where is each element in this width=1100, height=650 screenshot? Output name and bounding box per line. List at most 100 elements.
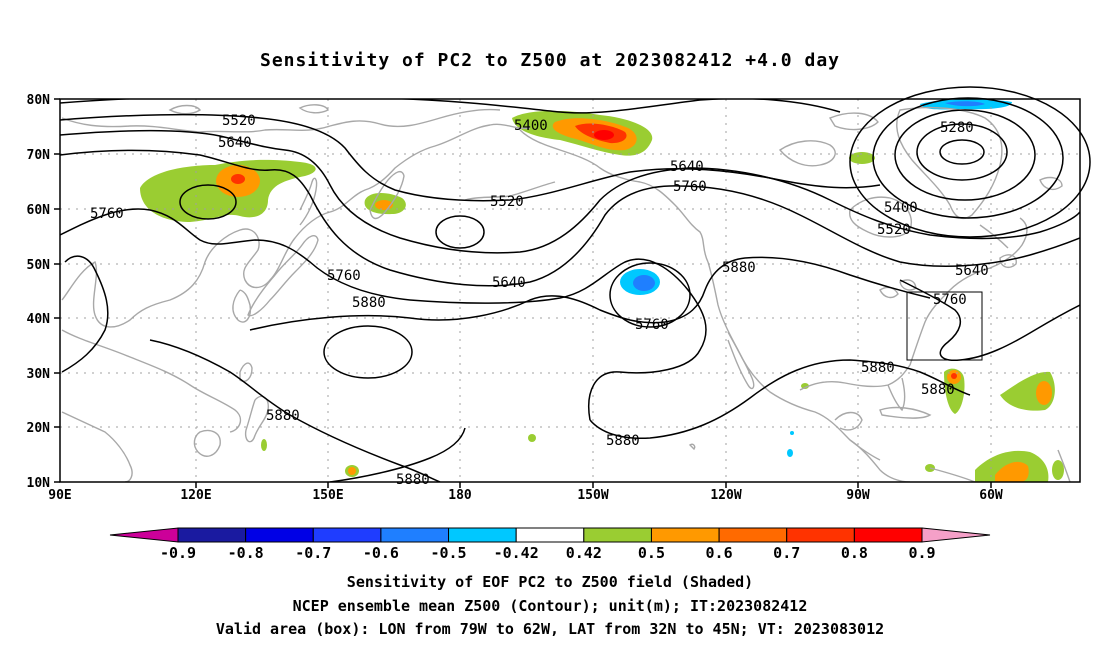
contour-label: 5880 bbox=[722, 260, 756, 276]
closed-contours bbox=[179, 86, 1091, 379]
coast-hawaii bbox=[688, 443, 696, 451]
shade-greenland-green bbox=[849, 152, 875, 164]
coast-asia-east bbox=[61, 123, 531, 328]
lat-label: 70N bbox=[27, 148, 51, 163]
coast-florida bbox=[887, 377, 906, 412]
shade-east-asia-red bbox=[231, 174, 245, 184]
colorbar-swatch bbox=[583, 527, 652, 543]
map-frame bbox=[59, 98, 1081, 483]
coast-philippines bbox=[244, 395, 270, 443]
coast-west-africa bbox=[1057, 449, 1071, 482]
contour-5880-west bbox=[60, 208, 707, 421]
colorbar-swatch bbox=[312, 527, 382, 543]
colorbar-low-extension bbox=[109, 527, 179, 543]
contour-label: 5400 bbox=[514, 118, 548, 134]
coast-yucatan bbox=[834, 411, 863, 431]
lon-label: 120E bbox=[180, 488, 211, 503]
lon-label: 90E bbox=[48, 488, 71, 503]
contour-label: 5640 bbox=[492, 275, 526, 291]
coast-korea bbox=[232, 289, 252, 323]
coast-kamchatka bbox=[369, 170, 405, 220]
colorbar-tick-label: 0.9 bbox=[908, 544, 935, 562]
coast-central-america bbox=[849, 439, 911, 482]
valid-area-box bbox=[906, 291, 983, 361]
shade-gulf-green bbox=[801, 383, 809, 389]
lon-label: 120W bbox=[710, 488, 741, 503]
contour-label: 5880 bbox=[396, 472, 430, 488]
contour-label: 5880 bbox=[921, 382, 955, 398]
contour-label: 5640 bbox=[670, 159, 704, 175]
contour-label: 5760 bbox=[673, 179, 707, 195]
coast-canadian-archipelago bbox=[778, 112, 879, 167]
coast-taiwan bbox=[239, 362, 253, 382]
coast-china-south bbox=[61, 329, 242, 433]
low-greenland-1 bbox=[939, 139, 985, 165]
colorbar-tick-label: 0.5 bbox=[638, 544, 665, 562]
contour-label: 5640 bbox=[218, 135, 252, 151]
coast-iceland bbox=[1039, 176, 1063, 191]
coast-indochina bbox=[61, 411, 133, 482]
contour-label: 5760 bbox=[90, 206, 124, 222]
colorbar-swatch bbox=[786, 527, 855, 543]
coast-hudson bbox=[848, 196, 912, 238]
lat-label: 30N bbox=[27, 367, 51, 382]
contour-5880-south bbox=[149, 339, 441, 482]
shade-philippines-green bbox=[261, 439, 267, 451]
colorbar-swatch bbox=[177, 527, 247, 543]
contour-label: 5880 bbox=[861, 360, 895, 376]
colorbar-swatch bbox=[448, 527, 517, 543]
coast-newfoundland bbox=[999, 254, 1017, 269]
contour-label: 5520 bbox=[222, 113, 256, 129]
contour-label: 5880 bbox=[352, 295, 386, 311]
colorbar-swatch bbox=[650, 527, 720, 543]
shade-atlantic-orange bbox=[1036, 381, 1052, 405]
lon-label: 150W bbox=[577, 488, 608, 503]
contour-5880-pacific-arc bbox=[329, 427, 466, 482]
shade-west-africa-green bbox=[1052, 460, 1064, 480]
contour-lower-west bbox=[61, 255, 109, 373]
lat-label: 10N bbox=[27, 476, 51, 491]
tick-marks bbox=[54, 98, 992, 488]
colorbar: -0.9 -0.8 -0.7 -0.6 -0.5 -0.42 0.42 0.5 0.6 0.7 0.… bbox=[109, 527, 991, 562]
colorbar-tick-label: -0.7 bbox=[295, 544, 331, 562]
coast-na-east bbox=[909, 217, 1028, 366]
shade-pacific-small-orange-core bbox=[348, 467, 356, 475]
lon-label: 180 bbox=[448, 488, 472, 503]
colorbar-tick-label: 0.6 bbox=[706, 544, 733, 562]
lon-label: 90W bbox=[846, 488, 870, 503]
colorbar-swatch bbox=[515, 527, 585, 543]
coast-great-lakes bbox=[879, 279, 917, 299]
lat-label: 20N bbox=[27, 421, 51, 436]
coast-gulf-mexico bbox=[799, 364, 911, 391]
coast-aleutians bbox=[464, 181, 556, 201]
contour-label: 5880 bbox=[266, 408, 300, 424]
coast-alaska bbox=[519, 129, 709, 263]
low-greenland-3 bbox=[894, 109, 1036, 201]
lat-label: 40N bbox=[27, 312, 51, 327]
colorbar-tick-label: -0.5 bbox=[430, 544, 466, 562]
lon-label: 150E bbox=[312, 488, 343, 503]
caption-line-2: NCEP ensemble mean Z500 (Contour); unit(… bbox=[292, 597, 808, 615]
shade-central-pacific-green bbox=[528, 434, 536, 442]
contour-label: 5760 bbox=[933, 292, 967, 308]
coast-arctic-islands bbox=[168, 104, 329, 115]
coast-siberia bbox=[61, 108, 501, 133]
contour-label: 5760 bbox=[327, 268, 361, 284]
coast-south-america bbox=[929, 467, 976, 482]
contour-5760-west bbox=[60, 149, 1080, 287]
coast-baja bbox=[727, 331, 755, 390]
shade-bahamas-red bbox=[951, 373, 957, 379]
sensitivity-shading bbox=[140, 99, 1064, 482]
coast-greenland bbox=[896, 106, 1003, 220]
contour-label: 5400 bbox=[884, 200, 918, 216]
colorbar-swatch bbox=[718, 527, 788, 543]
contour-5640-west bbox=[60, 129, 1080, 254]
contour-label: 5640 bbox=[955, 263, 989, 279]
shade-arctic-blue bbox=[945, 101, 985, 107]
coast-cuba bbox=[879, 406, 932, 419]
coast-japan bbox=[247, 235, 319, 317]
contour-5400-north bbox=[60, 99, 841, 114]
colorbar-tick-label: -0.6 bbox=[363, 544, 399, 562]
low-greenland-2 bbox=[916, 123, 1008, 181]
